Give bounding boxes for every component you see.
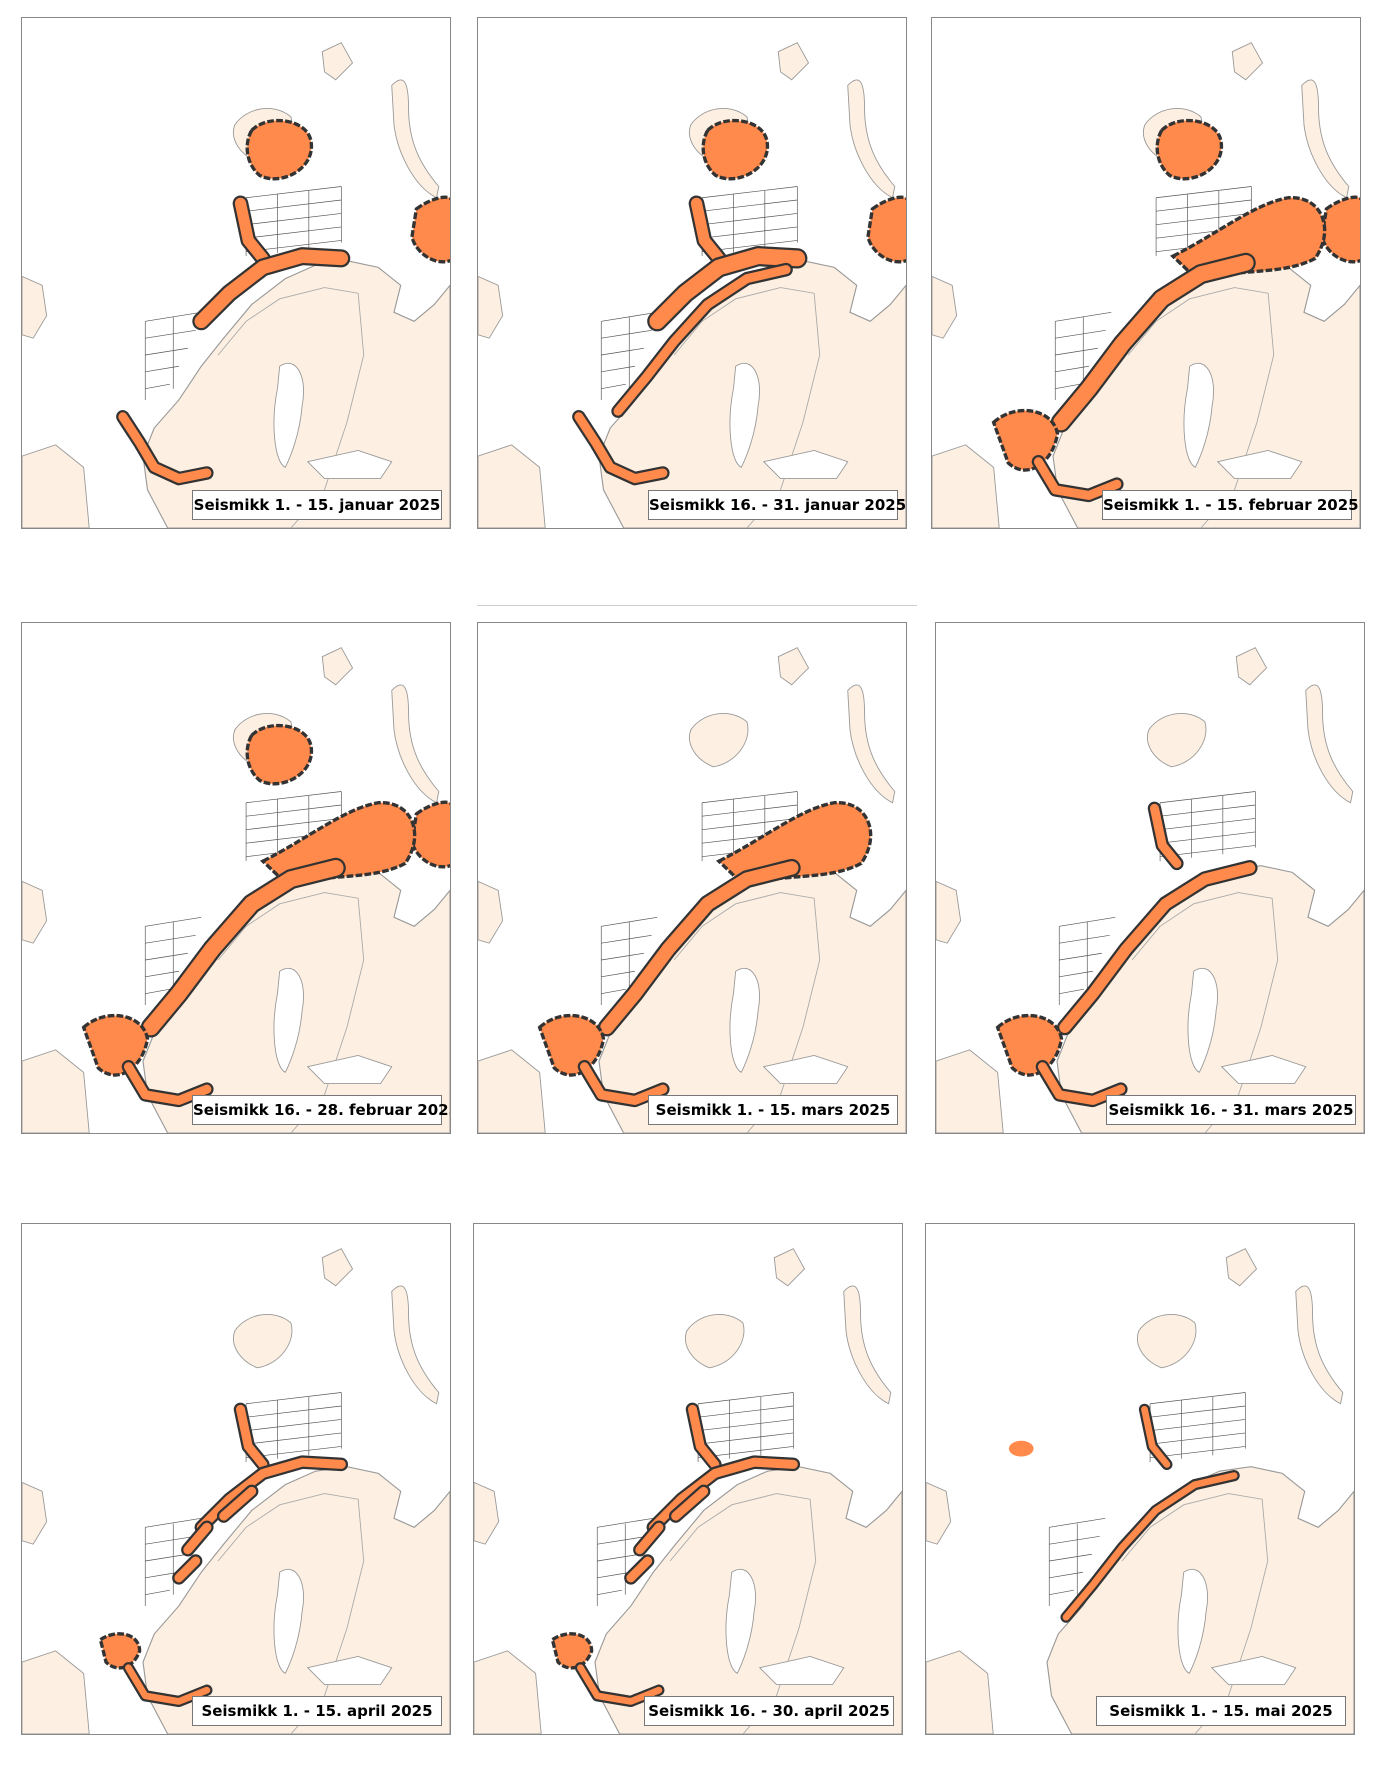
map-panel: Seismikk 1. - 15. februar 2025	[931, 17, 1361, 529]
map-panel: Seismikk 16. - 31. mars 2025	[935, 622, 1365, 1134]
map	[926, 1248, 1354, 1734]
separator	[477, 605, 917, 606]
map	[22, 647, 450, 1133]
panel-label: Seismikk 1. - 15. mai 2025	[1096, 1696, 1346, 1726]
map	[474, 1248, 902, 1734]
panel-label: Seismikk 1. - 15. februar 2025	[1102, 490, 1359, 520]
map	[22, 1248, 450, 1734]
panel-label: Seismikk 16. - 28. februar 2025	[192, 1095, 450, 1125]
map	[478, 42, 906, 528]
map	[478, 647, 906, 1133]
panel-label: Seismikk 16. - 30. april 2025	[644, 1696, 894, 1726]
panel-label: Seismikk 1. - 15. mars 2025	[648, 1095, 898, 1125]
map-panel: Seismikk 16. - 31. januar 2025	[477, 17, 907, 529]
panel-label: Seismikk 16. - 31. mars 2025	[1106, 1095, 1356, 1125]
map-panel: Seismikk 1. - 15. april 2025	[21, 1223, 451, 1735]
map-panel: Seismikk 1. - 15. mars 2025	[477, 622, 907, 1134]
map	[932, 42, 1360, 528]
panel-label: Seismikk 16. - 31. januar 2025	[648, 490, 906, 520]
map	[936, 647, 1364, 1133]
map-panel: Seismikk 1. - 15. januar 2025	[21, 17, 451, 529]
map-panel: Seismikk 16. - 28. februar 2025	[21, 622, 451, 1134]
panel-label: Seismikk 1. - 15. januar 2025	[192, 490, 442, 520]
map	[22, 42, 450, 528]
map-panel: Seismikk 1. - 15. mai 2025	[925, 1223, 1355, 1735]
panel-label: Seismikk 1. - 15. april 2025	[192, 1696, 442, 1726]
map-panel: Seismikk 16. - 30. april 2025	[473, 1223, 903, 1735]
